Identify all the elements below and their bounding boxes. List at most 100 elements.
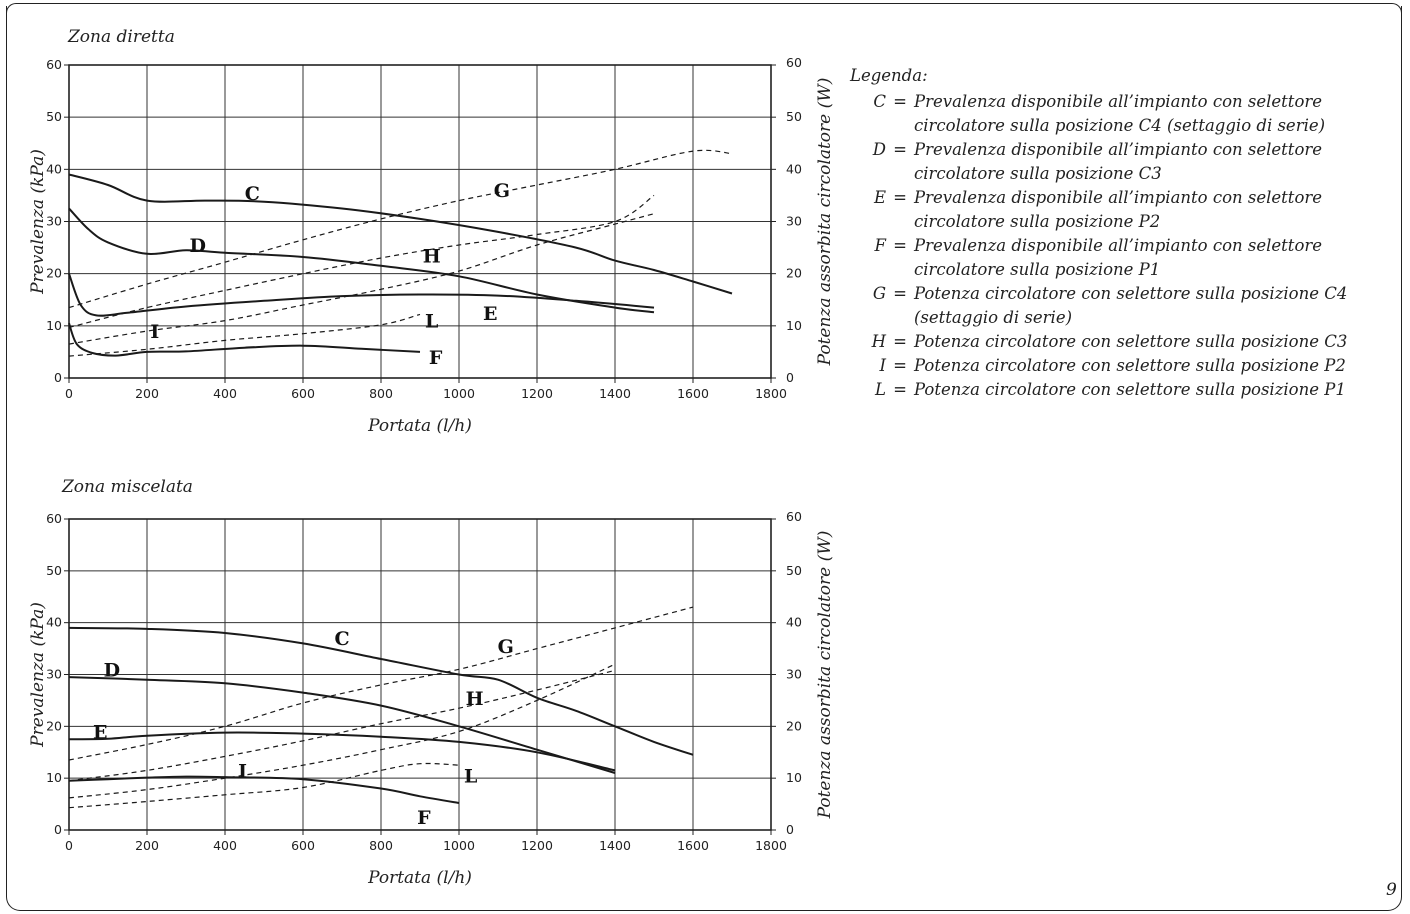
y-tick-label: 50 <box>46 563 62 578</box>
x-tick-label: 1200 <box>521 386 553 401</box>
x-tick-label: 800 <box>369 386 393 401</box>
y-tick-label: 20 <box>46 718 62 733</box>
series-label-i: I <box>150 321 159 343</box>
series-line-f <box>68 775 460 804</box>
x-tick-label: 1600 <box>677 838 709 853</box>
y2-axis-label: Potenza assorbita circolatore (W) <box>815 531 835 820</box>
series-label-c: C <box>245 183 260 205</box>
x-axis-label: Portata (l/h) <box>367 416 472 436</box>
legend-equals: = <box>893 92 907 111</box>
series-label-i: I <box>238 760 247 782</box>
legend-item: F = Prevalenza disponibile all’impianto co… <box>850 234 1390 282</box>
y2-tick-label: 10 <box>786 770 802 785</box>
series-label-c: C <box>334 628 349 650</box>
y-tick-label: 10 <box>46 318 62 333</box>
y2-tick-label: 20 <box>786 266 802 281</box>
y2-tick-label: 20 <box>786 718 802 733</box>
series-line-l <box>68 762 460 809</box>
y-tick-label: 20 <box>46 266 62 281</box>
page-frame <box>6 6 1402 911</box>
series-line-i <box>68 213 655 345</box>
series-line-f <box>68 322 421 357</box>
y-tick-label: 40 <box>46 161 62 176</box>
y2-tick-label: 40 <box>786 161 802 176</box>
x-tick-label: 0 <box>65 838 73 853</box>
x-tick-label: 1200 <box>521 838 553 853</box>
legend-text: Potenza circolatore con selettore sulla … <box>914 332 1348 351</box>
legend-text: Prevalenza disponibile all’impianto con … <box>914 140 1323 183</box>
series-line-g <box>68 149 733 309</box>
legend-item: C = Prevalenza disponibile all’impianto co… <box>850 90 1390 138</box>
chart-title: Zona diretta <box>67 27 175 47</box>
legend-item: G = Potenza circolatore con selettore sull… <box>850 282 1390 330</box>
y-tick-label: 60 <box>46 511 62 526</box>
x-tick-label: 800 <box>369 838 393 853</box>
series-label-g: G <box>494 180 510 202</box>
y-axis-label: Prevalenza (kPa) <box>28 149 48 295</box>
series-line-d <box>68 207 655 314</box>
legend-key: F <box>874 236 886 255</box>
legend-equals: = <box>893 380 907 399</box>
x-tick-label: 600 <box>291 838 315 853</box>
y2-tick-label: 60 <box>786 55 802 70</box>
series-label-h: H <box>423 245 441 267</box>
legend-text: Prevalenza disponibile all’impianto con … <box>914 236 1323 279</box>
legend-text: Prevalenza disponibile all’impianto con … <box>914 92 1326 135</box>
x-tick-label: 200 <box>135 386 159 401</box>
legend-item: I = Potenza circolatore con selettore sull… <box>850 354 1390 378</box>
series-line-e <box>68 273 655 317</box>
series-label-d: D <box>104 659 120 681</box>
series-line-h <box>68 669 616 782</box>
y2-tick-label: 50 <box>786 563 802 578</box>
y2-tick-label: 30 <box>786 214 802 229</box>
series-label-f: F <box>429 347 443 369</box>
x-tick-label: 400 <box>213 386 237 401</box>
x-tick-label: 1800 <box>755 386 787 401</box>
series-label-f: F <box>417 807 431 829</box>
x-axis-label: Portata (l/h) <box>367 868 472 888</box>
legend-key: D <box>872 140 886 159</box>
x-tick-label: 1400 <box>599 838 631 853</box>
series-label-g: G <box>498 636 514 658</box>
series-label-l: L <box>464 766 477 788</box>
y-tick-label: 30 <box>46 667 62 682</box>
series-label-h: H <box>466 688 484 710</box>
legend-key: I <box>879 356 886 375</box>
legend-equals: = <box>893 332 907 351</box>
series-line-d <box>68 676 616 774</box>
legend-equals: = <box>893 356 907 375</box>
legend-text: Potenza circolatore con selettore sulla … <box>914 356 1346 375</box>
x-tick-label: 1400 <box>599 386 631 401</box>
x-tick-label: 0 <box>65 386 73 401</box>
y-tick-label: 60 <box>46 57 62 72</box>
series-line-i <box>68 663 616 799</box>
legend-title: Legenda: <box>850 66 928 85</box>
page-number: 9 <box>1386 880 1397 900</box>
x-tick-label: 200 <box>135 838 159 853</box>
legend-item: D = Prevalenza disponibile all’impianto co… <box>850 138 1390 186</box>
legend: Legenda: C = Prevalenza disponibile all’im… <box>850 64 1390 402</box>
chart-title: Zona miscelata <box>61 477 193 497</box>
y2-tick-label: 0 <box>786 370 794 385</box>
y2-tick-label: 50 <box>786 109 802 124</box>
legend-equals: = <box>893 140 907 159</box>
series-line-h <box>68 194 655 328</box>
y-axis-label: Prevalenza (kPa) <box>28 602 48 748</box>
series-label-d: D <box>189 235 205 257</box>
y-tick-label: 40 <box>46 615 62 630</box>
series-label-e: E <box>93 722 107 744</box>
x-tick-label: 1800 <box>755 838 787 853</box>
series-label-l: L <box>425 311 438 333</box>
y2-axis-label: Potenza assorbita circolatore (W) <box>815 78 835 367</box>
x-tick-label: 1000 <box>443 838 475 853</box>
series-line-e <box>68 731 616 772</box>
legend-key: E <box>873 188 886 207</box>
y2-tick-label: 30 <box>786 667 802 682</box>
y-tick-label: 50 <box>46 109 62 124</box>
legend-key: G <box>872 284 886 303</box>
y-tick-label: 30 <box>46 214 62 229</box>
legend-item: E = Prevalenza disponibile all’impianto co… <box>850 186 1390 234</box>
legend-key: L <box>875 380 886 399</box>
